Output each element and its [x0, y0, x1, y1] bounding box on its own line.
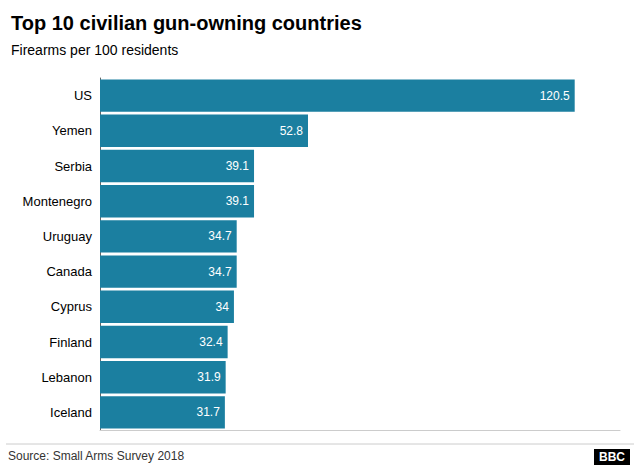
svg-text:34: 34	[216, 300, 230, 314]
svg-text:120.5: 120.5	[540, 89, 570, 103]
svg-text:32.4: 32.4	[199, 335, 223, 349]
svg-text:39.1: 39.1	[226, 194, 250, 208]
svg-text:Canada: Canada	[46, 264, 92, 279]
svg-text:31.9: 31.9	[197, 370, 221, 384]
svg-text:Montenegro: Montenegro	[23, 194, 92, 209]
svg-text:BBC: BBC	[599, 450, 625, 464]
svg-text:52.8: 52.8	[280, 124, 304, 138]
svg-text:39.1: 39.1	[226, 159, 250, 173]
svg-text:Serbia: Serbia	[54, 159, 92, 174]
svg-text:Source: Small Arms Survey 2018: Source: Small Arms Survey 2018	[8, 449, 184, 463]
svg-text:Uruguay: Uruguay	[43, 229, 93, 244]
svg-text:US: US	[74, 88, 92, 103]
svg-text:Firearms per 100 residents: Firearms per 100 residents	[11, 42, 178, 58]
svg-text:Finland: Finland	[49, 335, 92, 350]
svg-text:34.7: 34.7	[208, 229, 232, 243]
svg-text:31.7: 31.7	[197, 405, 221, 419]
svg-text:Yemen: Yemen	[52, 123, 92, 138]
svg-text:34.7: 34.7	[208, 265, 232, 279]
svg-text:Top 10 civilian gun-owning cou: Top 10 civilian gun-owning countries	[11, 12, 362, 34]
svg-text:Iceland: Iceland	[50, 405, 92, 420]
svg-text:Lebanon: Lebanon	[41, 370, 92, 385]
svg-text:Cyprus: Cyprus	[51, 299, 93, 314]
